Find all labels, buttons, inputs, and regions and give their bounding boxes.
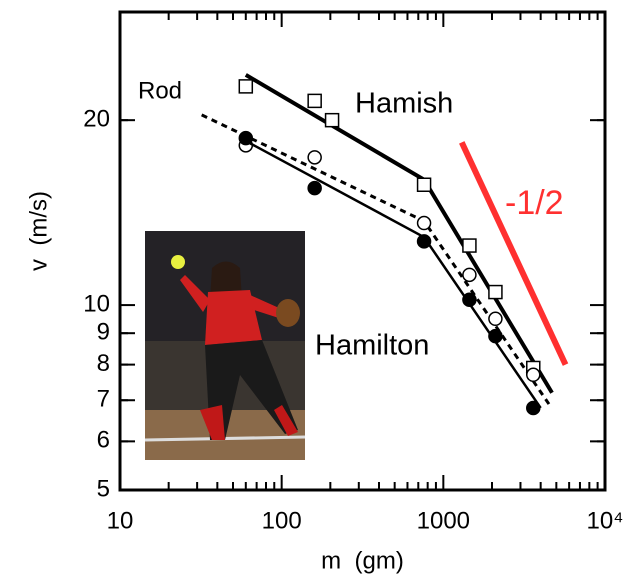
point bbox=[526, 367, 541, 383]
point bbox=[488, 284, 503, 300]
point bbox=[462, 238, 477, 253]
point bbox=[324, 112, 340, 128]
x-tick-label: 10 bbox=[107, 507, 134, 534]
y-tick-label: 9 bbox=[97, 319, 110, 346]
point bbox=[462, 267, 477, 283]
series-label: Rod bbox=[138, 77, 182, 104]
point bbox=[526, 400, 541, 416]
point bbox=[416, 234, 432, 249]
point bbox=[416, 177, 432, 192]
slope-line bbox=[459, 141, 569, 366]
point bbox=[416, 215, 432, 231]
point bbox=[307, 150, 322, 165]
y-tick-label: 7 bbox=[97, 386, 110, 413]
point bbox=[488, 311, 503, 327]
y-tick-label: 10 bbox=[83, 290, 110, 317]
y-axis-label: v (m/s) bbox=[25, 191, 52, 271]
y-tick-label: 8 bbox=[97, 350, 110, 377]
x-tick-label: 1000 bbox=[417, 507, 470, 534]
point bbox=[238, 79, 254, 94]
point bbox=[462, 292, 477, 308]
y-tick-label: 20 bbox=[83, 106, 110, 133]
x-axis-label: m (gm) bbox=[321, 547, 404, 574]
point bbox=[238, 130, 254, 146]
x-tick-label: 100 bbox=[262, 507, 302, 534]
x-tick-label: 10⁴ bbox=[586, 507, 623, 534]
point bbox=[488, 328, 503, 344]
inset-photo bbox=[144, 231, 306, 460]
series-label: Hamish bbox=[355, 88, 453, 120]
series-label: Hamilton bbox=[315, 330, 429, 362]
y-tick-label: 6 bbox=[97, 427, 110, 454]
point bbox=[307, 93, 322, 109]
y-tick-label: 5 bbox=[97, 475, 110, 502]
point bbox=[307, 180, 322, 196]
plot-frame bbox=[118, 10, 607, 492]
slope-label: -1/2 bbox=[505, 184, 564, 222]
